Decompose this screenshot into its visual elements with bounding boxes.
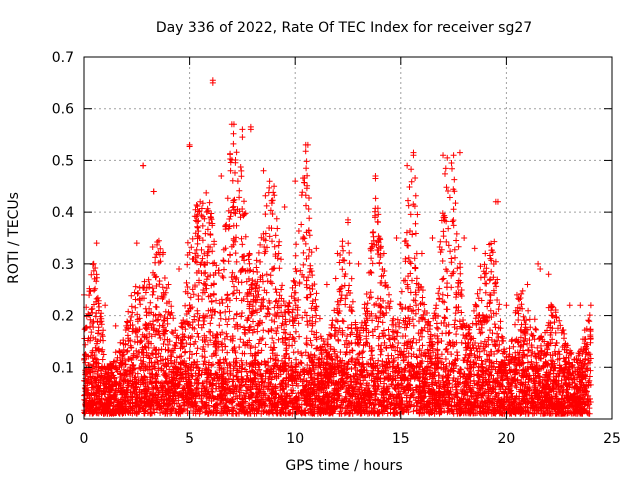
envelope-peak-marker	[393, 235, 400, 241]
outlier-marker	[410, 149, 417, 156]
envelope-peak-marker	[165, 281, 172, 288]
envelope-peak-marker	[239, 126, 246, 133]
envelope-peak-marker	[112, 322, 119, 329]
envelope-peak-marker	[380, 250, 387, 257]
envelope-peak-marker	[355, 260, 362, 267]
y-tick-label: 0.7	[52, 50, 74, 66]
envelope-peak-marker	[482, 250, 489, 257]
outlier-marker	[494, 198, 501, 205]
x-tick-label: 20	[497, 431, 515, 447]
envelope-peak-marker	[566, 302, 573, 309]
envelope-peak-marker	[292, 178, 299, 185]
y-tick-label: 0.5	[52, 153, 74, 169]
envelope-peak-marker	[323, 281, 330, 288]
outlier-marker	[186, 143, 193, 150]
envelope-peak-marker	[176, 266, 183, 273]
axis-ticks: 0 5 10 15 20 25 0 0.1 0.2 0.3 0.4 0.5 0.6 0.7	[52, 50, 621, 447]
plot-frame	[83, 56, 613, 420]
envelope-peak-marker	[197, 198, 204, 205]
outlier-marker	[537, 266, 544, 273]
y-tick-label: 0	[65, 412, 74, 428]
envelope-peak-marker	[123, 322, 130, 329]
envelope-peak-marker	[281, 203, 288, 210]
envelope-peak-marker	[513, 291, 520, 298]
chart-title: Day 336 of 2022, Rate Of TEC Index for r…	[156, 20, 532, 36]
y-tick-label: 0.6	[52, 102, 74, 118]
x-tick-label: 10	[286, 431, 304, 447]
envelope-peak-marker	[429, 235, 436, 241]
envelope-peak-marker	[440, 152, 447, 159]
outlier-marker	[372, 175, 379, 182]
envelope-peak-marker	[450, 152, 457, 159]
envelope-peak-marker	[404, 162, 411, 169]
envelope-peak-marker	[535, 260, 542, 267]
envelope-peak-marker	[556, 317, 563, 324]
envelope-peak-marker	[587, 302, 594, 309]
y-tick-label: 0.2	[52, 309, 74, 325]
envelope-peak-marker	[260, 167, 267, 174]
envelope-peak-marker	[271, 183, 278, 190]
envelope-peak-marker	[313, 245, 320, 252]
outlier-marker	[304, 141, 311, 148]
envelope-peak-marker	[471, 245, 478, 252]
x-tick-label: 0	[80, 431, 89, 447]
envelope-peak-marker	[577, 302, 584, 309]
y-axis-title: ROTI / TECUs	[6, 192, 22, 284]
envelope-peak-marker	[218, 172, 225, 179]
envelope-peak-marker	[524, 281, 531, 288]
outlier-marker	[140, 162, 147, 169]
outlier-marker	[150, 188, 157, 195]
scatter-markers	[81, 130, 594, 417]
envelope-peak-marker	[102, 302, 109, 309]
grid-lines	[84, 57, 612, 419]
outlier-marker	[345, 216, 351, 223]
outlier-marker	[230, 121, 237, 128]
envelope-peak-marker	[461, 235, 468, 241]
outlier-marker	[239, 134, 246, 141]
y-tick-label: 0.3	[52, 257, 74, 273]
y-tick-label: 0.1	[52, 360, 74, 376]
envelope-peak-marker	[418, 250, 425, 257]
x-tick-label: 25	[603, 431, 621, 447]
outlier-marker	[456, 149, 463, 156]
envelope-peak-marker	[503, 302, 510, 309]
envelope-peak-marker	[133, 240, 140, 247]
outlier-marker	[209, 77, 216, 84]
envelope-peak-marker	[545, 271, 552, 278]
x-axis-title: GPS time / hours	[285, 458, 402, 474]
x-tick-label: 15	[392, 431, 410, 447]
y-tick-label: 0.4	[52, 205, 74, 221]
outlier-marker	[247, 123, 254, 130]
envelope-peak-marker	[93, 240, 100, 247]
outlier-marker	[444, 154, 451, 161]
x-tick-label: 5	[185, 431, 194, 447]
envelope-peak-marker	[334, 250, 341, 257]
